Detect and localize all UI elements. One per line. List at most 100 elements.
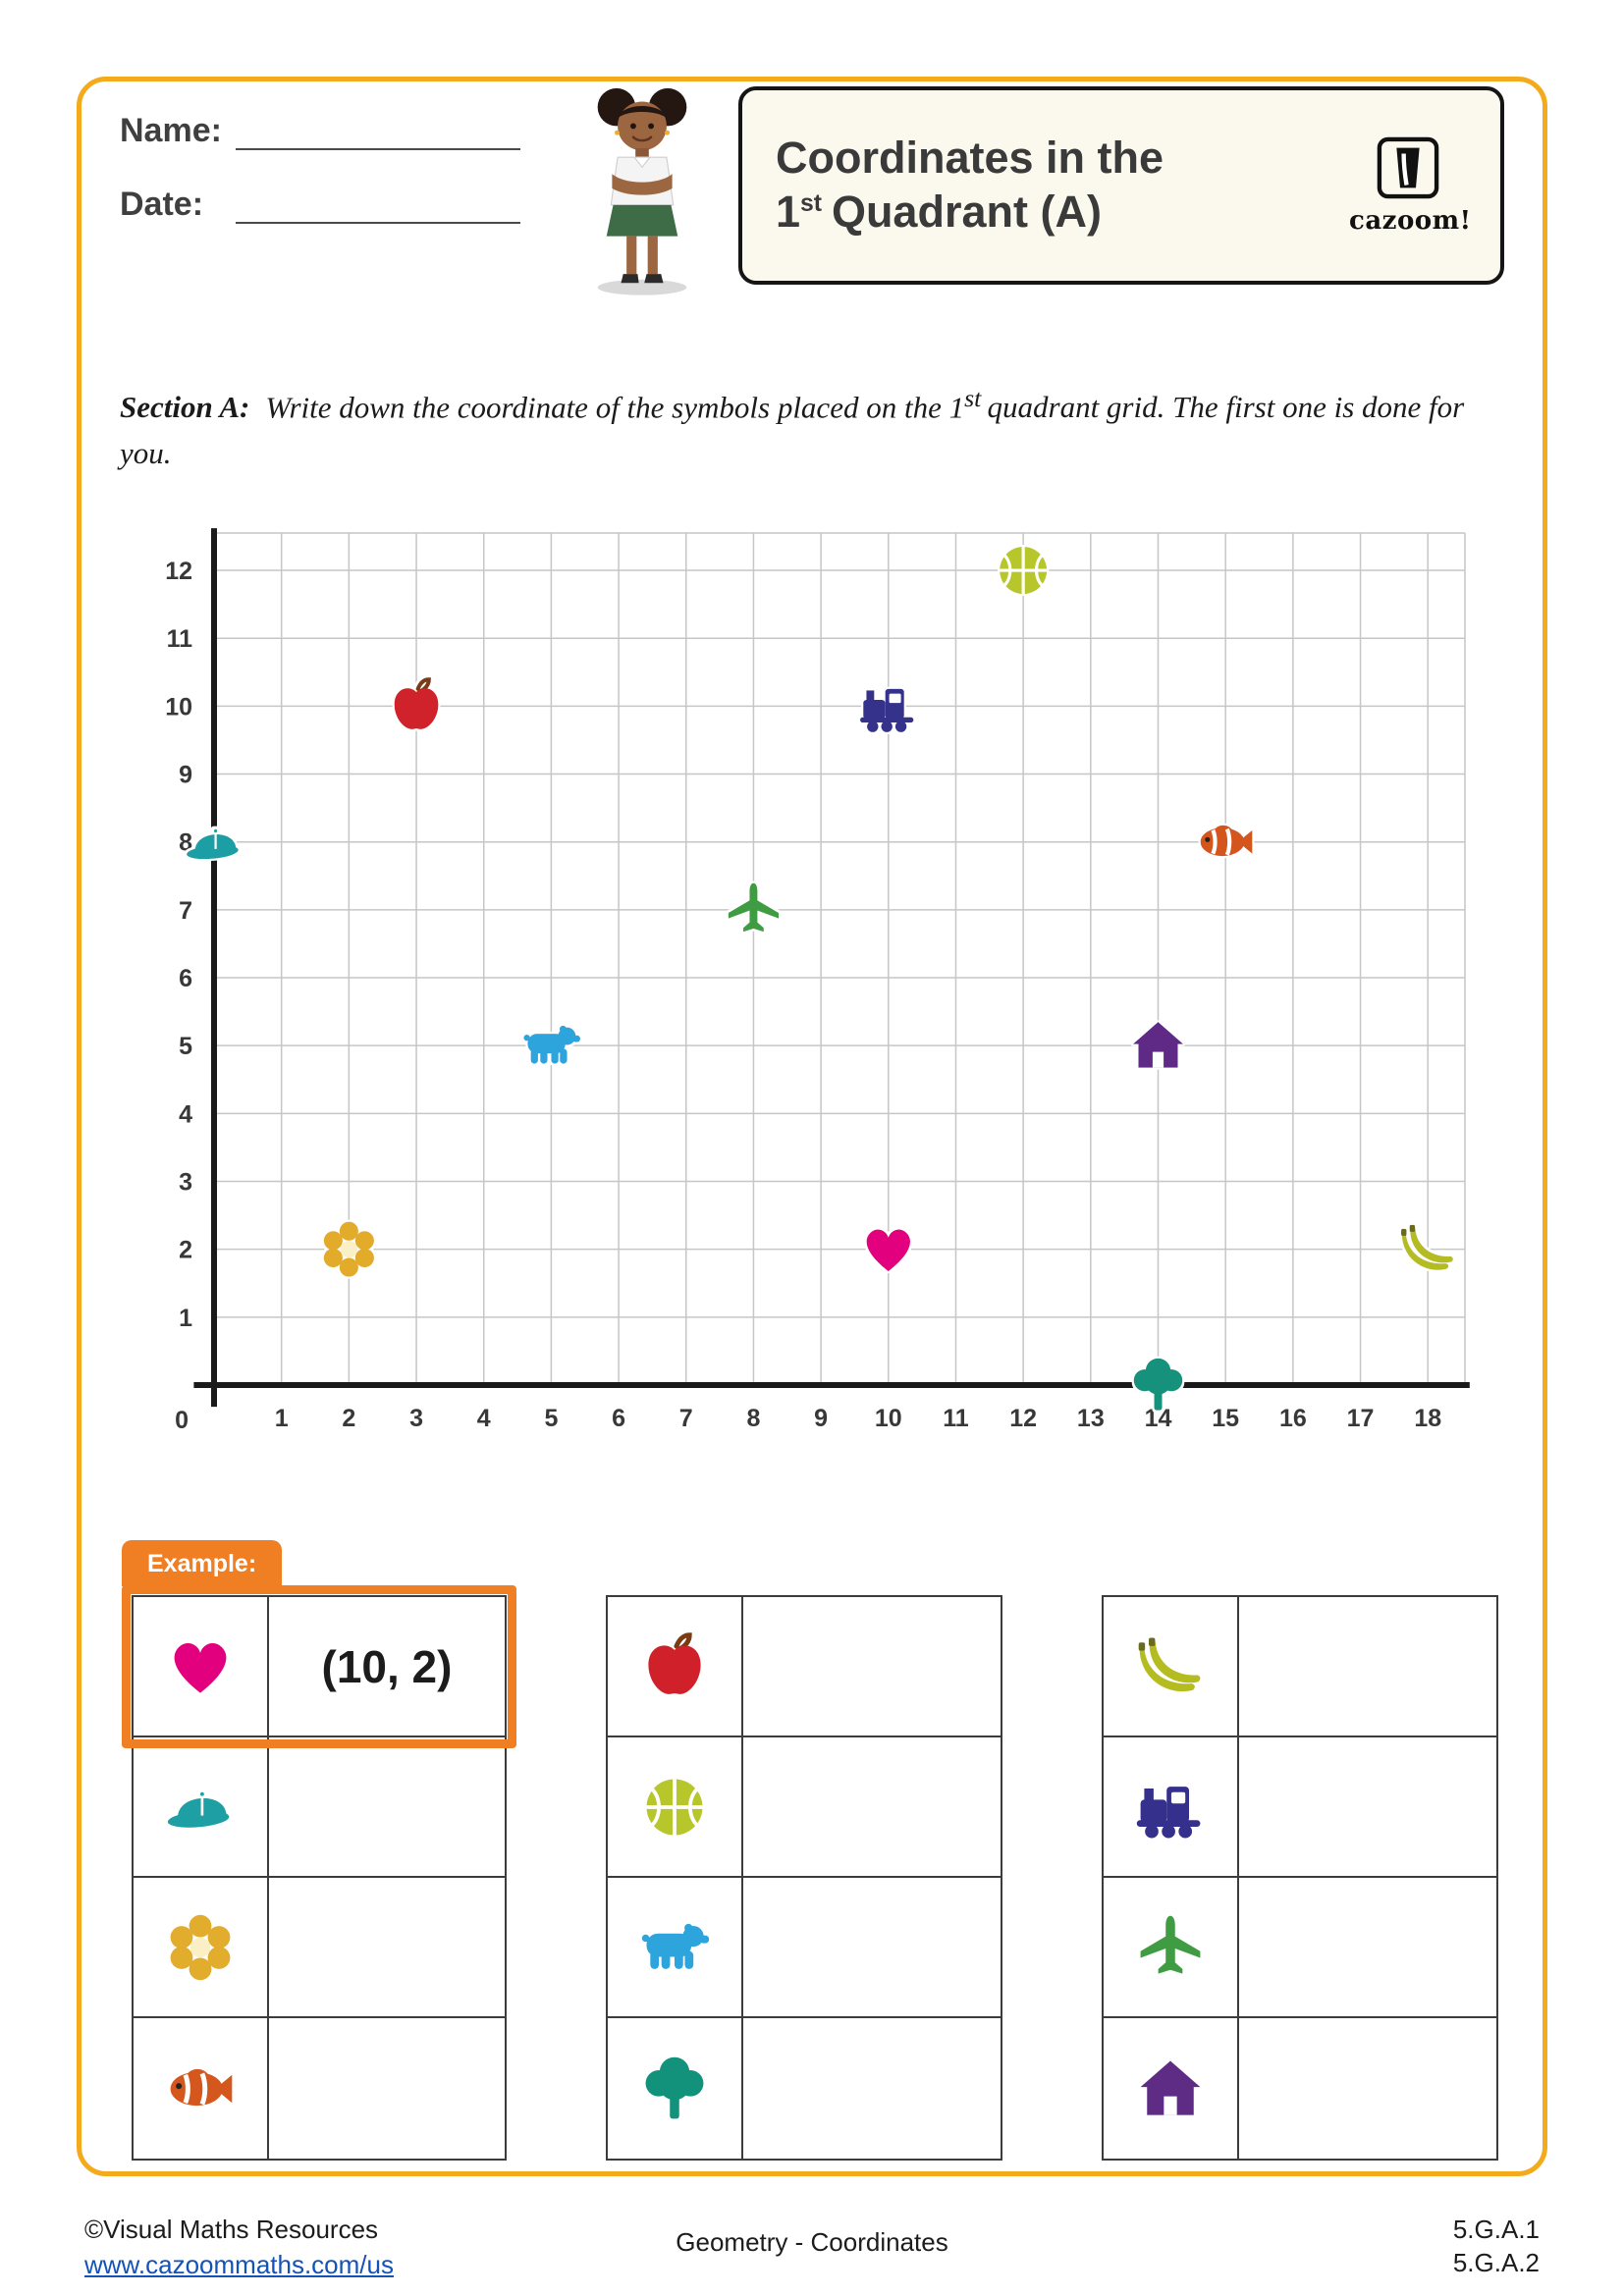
table-row-apple — [608, 1597, 1001, 1738]
tree-icon — [608, 2018, 743, 2160]
house-icon — [1104, 2018, 1239, 2160]
answer-cell-fish[interactable] — [269, 2018, 505, 2159]
name-date-block: Name: Date: — [120, 86, 520, 259]
answer-cell-bear[interactable] — [743, 1878, 1001, 2016]
svg-text:10: 10 — [165, 694, 192, 721]
grid-symbol-flower — [323, 1222, 374, 1278]
example-tab: Example: — [122, 1540, 283, 1587]
svg-text:1: 1 — [179, 1305, 192, 1332]
svg-text:10: 10 — [875, 1405, 902, 1432]
footer: ©Visual Maths Resources www.cazoommaths.… — [84, 2214, 1540, 2282]
table-row-tree — [608, 2018, 1001, 2160]
table-row-bear — [608, 1878, 1001, 2019]
heart-icon — [134, 1597, 269, 1736]
table-row-flower — [134, 1878, 505, 2019]
svg-text:18: 18 — [1414, 1405, 1441, 1432]
name-label: Name: — [120, 112, 222, 149]
svg-text:6: 6 — [179, 965, 192, 992]
answer-table — [606, 1595, 1002, 2162]
answer-table: (10, 2) — [132, 1595, 507, 2162]
cazoom-logo: cazoom! — [1349, 136, 1472, 236]
grid-symbol-basketball — [998, 545, 1049, 596]
banana-icon — [1104, 1597, 1239, 1736]
svg-text:2: 2 — [342, 1405, 355, 1432]
svg-text:8: 8 — [746, 1405, 760, 1432]
svg-text:16: 16 — [1279, 1405, 1307, 1432]
grid-symbol-plane — [728, 882, 780, 933]
svg-text:3: 3 — [179, 1169, 192, 1197]
train-icon — [1104, 1737, 1239, 1877]
date-label: Date: — [120, 186, 204, 223]
svg-text:0: 0 — [175, 1407, 189, 1434]
svg-text:5: 5 — [544, 1405, 558, 1432]
answer-cell-flower[interactable] — [269, 1878, 505, 2016]
svg-text:11: 11 — [943, 1405, 969, 1432]
title-line-2: 1st Quadrant (A) — [776, 187, 1102, 237]
answer-cell-banana[interactable] — [1239, 1597, 1496, 1735]
table-row-plane — [1104, 1878, 1496, 2019]
answer-table — [1102, 1595, 1498, 2162]
svg-text:11: 11 — [167, 626, 193, 654]
answer-cell-train[interactable] — [1239, 1737, 1496, 1876]
answer-cell-heart: (10, 2) — [321, 1640, 453, 1692]
section-a-label: Section A: — [120, 390, 250, 425]
coordinate-grid-wrap: 1 2 3 4 5 6 7 8 9 10 11 12 13 14 15 16 17 18 1 2 3 4 5 6 7 8 9 10 11… — [120, 509, 1504, 1450]
cap-icon — [134, 1737, 269, 1877]
svg-text:17: 17 — [1347, 1405, 1375, 1432]
name-input-line[interactable] — [236, 115, 520, 150]
svg-text:15: 15 — [1212, 1405, 1239, 1432]
answer-cell-plane[interactable] — [1239, 1878, 1496, 2016]
svg-text:9: 9 — [179, 762, 192, 789]
answer-cell-tree[interactable] — [743, 2018, 1001, 2159]
footer-left: ©Visual Maths Resources www.cazoommaths.… — [84, 2214, 598, 2282]
grid-symbol-banana — [1401, 1225, 1453, 1271]
answer-tables: Example: (10, 2) — [122, 1540, 1498, 2162]
worksheet-title: Coordinates in the 1st Quadrant (A) — [776, 132, 1349, 240]
header: Name: Date: — [120, 86, 1504, 301]
grid-symbol-tree — [1133, 1359, 1183, 1411]
answer-table-3 — [1102, 1595, 1498, 2162]
answer-cell-apple[interactable] — [743, 1597, 1001, 1735]
svg-text:13: 13 — [1077, 1405, 1105, 1432]
svg-text:2: 2 — [179, 1237, 192, 1264]
answer-cell-basketball[interactable] — [743, 1737, 1001, 1876]
answer-table-2 — [606, 1595, 1002, 2162]
svg-text:7: 7 — [679, 1405, 693, 1432]
grid-symbol-house — [1132, 1022, 1184, 1068]
cazoom-glass-icon — [1377, 136, 1439, 198]
grid-symbol-train — [859, 689, 914, 733]
svg-text:4: 4 — [477, 1405, 491, 1432]
svg-text:8: 8 — [179, 829, 192, 857]
svg-text:4: 4 — [179, 1101, 192, 1129]
answer-cell-cap[interactable] — [269, 1737, 505, 1876]
website-link[interactable]: www.cazoommaths.com/us — [84, 2250, 394, 2280]
title-box: Coordinates in the 1st Quadrant (A) cazoo… — [738, 86, 1504, 285]
section-a-instructions: Section A: Write down the coordinate of t… — [120, 384, 1465, 470]
plane-icon — [1104, 1878, 1239, 2017]
flower-icon — [134, 1878, 269, 2017]
fish-icon — [134, 2018, 269, 2160]
svg-text:5: 5 — [179, 1034, 192, 1061]
svg-text:6: 6 — [612, 1405, 625, 1432]
table-row-basketball — [608, 1737, 1001, 1879]
footer-category: Geometry - Coordinates — [676, 2227, 948, 2258]
logo-text: cazoom! — [1349, 205, 1472, 236]
coordinate-grid: 1 2 3 4 5 6 7 8 9 10 11 12 13 14 15 16 17 181234567891011… — [165, 528, 1470, 1434]
table-row-house — [1104, 2018, 1496, 2160]
table-row-heart-example: (10, 2) — [134, 1597, 505, 1738]
table-row-train — [1104, 1737, 1496, 1879]
apple-icon — [608, 1597, 743, 1736]
table-row-fish — [134, 2018, 505, 2160]
answer-cell-house[interactable] — [1239, 2018, 1496, 2159]
grid-symbol-bear — [523, 1026, 580, 1064]
grid-symbol-fish — [1201, 826, 1253, 856]
date-input-line[interactable] — [236, 188, 520, 224]
footer-standards: 5.G.A.1 5.G.A.2 — [1026, 2214, 1540, 2280]
svg-text:12: 12 — [165, 558, 192, 585]
standard-2: 5.G.A.2 — [1452, 2248, 1540, 2278]
svg-text:7: 7 — [179, 897, 192, 925]
title-line-1: Coordinates in the — [776, 133, 1164, 184]
answer-table-1: Example: (10, 2) — [122, 1540, 516, 2162]
basketball-icon — [608, 1737, 743, 1877]
svg-text:9: 9 — [814, 1405, 828, 1432]
